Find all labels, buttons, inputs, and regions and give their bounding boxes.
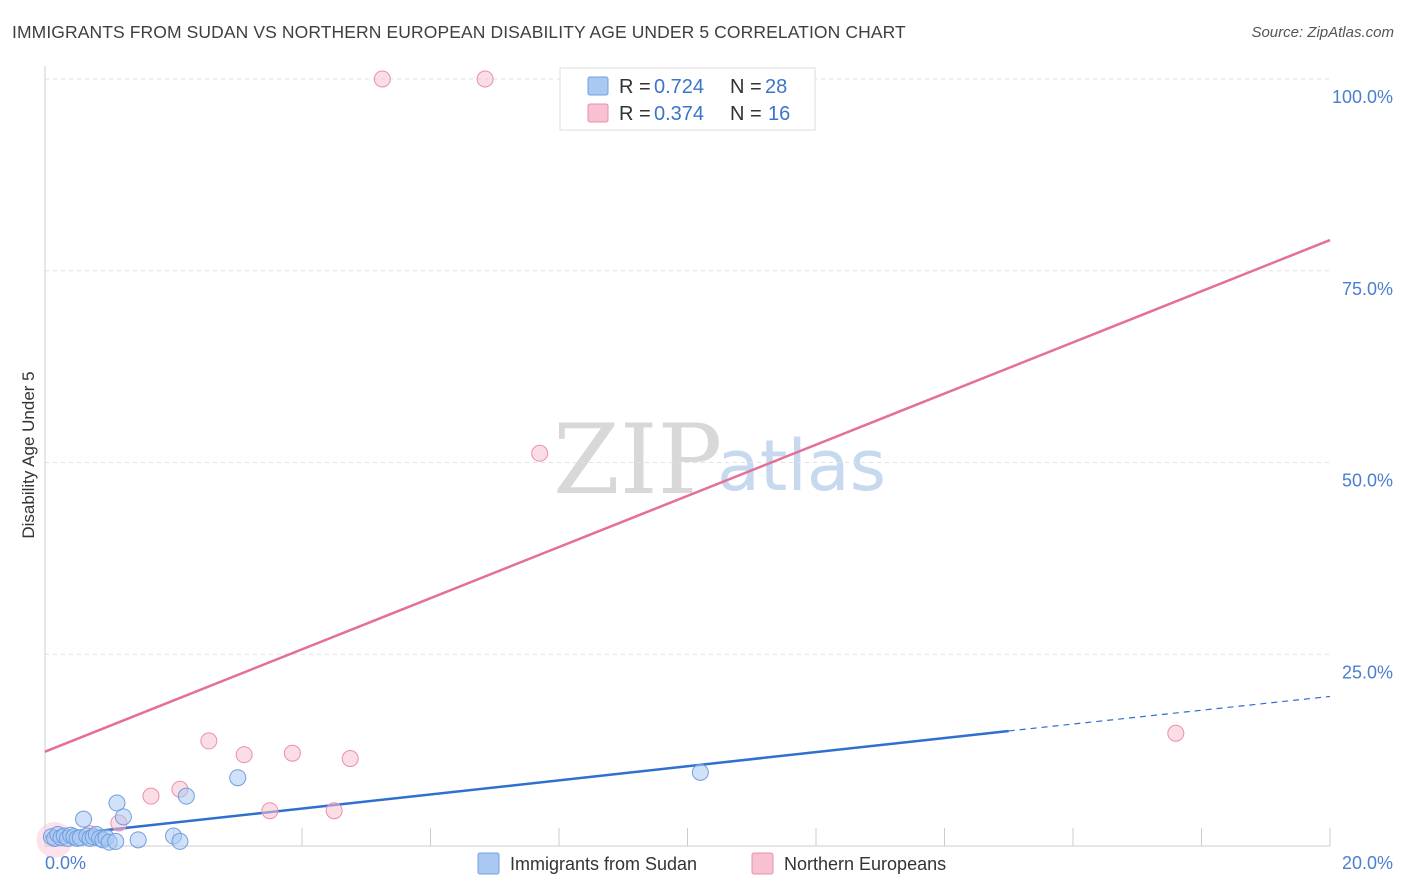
legend-r-label: R = [619,103,651,125]
data-point-northern [373,70,391,88]
series-legend: Immigrants from Sudan Northern Europeans [477,852,946,875]
y-tick-label: 25.0% [1342,662,1393,682]
legend-n-label: N = [730,103,762,125]
watermark-atlas: atlas [717,425,886,507]
data-point-sudan [229,769,247,787]
gridlines [45,78,1330,655]
data-point-sudan [114,808,132,826]
data-point-sudan [107,832,125,850]
data-point-sudan [129,831,147,849]
data-point-northern [531,444,549,462]
axes [44,66,1331,847]
data-point-northern [283,744,301,762]
legend-r-value-northern: 0.374 [654,103,704,125]
data-point-northern [235,746,253,764]
y-axis-title: Disability Age Under 5 [19,371,38,538]
legend-swatch-sudan [587,76,609,96]
legend-r-value-sudan: 0.724 [654,76,704,98]
source-label: Source: ZipAtlas.com [1251,24,1394,41]
data-point-northern [325,802,343,820]
trend-line-sudan [44,729,1009,839]
data-point-northern [200,732,218,750]
legend-r-label: R = [619,76,651,98]
data-point-northern [476,70,494,88]
legend-swatch-northern [587,103,609,123]
trend-line-sudan-extension [1008,695,1331,732]
data-point-sudan [691,763,709,781]
data-point-northern [1167,724,1185,742]
legend-label-northern: Northern Europeans [784,854,946,874]
data-points [36,70,1185,858]
legend-n-value-sudan: 28 [765,76,787,98]
data-point-northern [261,802,279,820]
legend-n-label: N = [730,76,762,98]
y-tick-label: 100.0% [1332,87,1393,107]
data-point-northern [341,750,359,768]
stats-legend: R = 0.724 N = 28 R = 0.374 N = 16 [559,67,816,131]
data-point-northern [142,787,160,805]
x-tick-label: 20.0% [1342,853,1393,873]
legend-swatch-sudan [477,852,500,875]
chart-title: IMMIGRANTS FROM SUDAN VS NORTHERN EUROPE… [12,22,906,42]
data-point-sudan [75,810,93,828]
data-point-sudan [177,787,195,805]
data-point-sudan [171,832,189,850]
data-point-sudan [108,794,126,812]
watermark-zip: ZIP [553,404,722,516]
y-tick-label: 75.0% [1342,279,1393,299]
legend-swatch-northern [751,852,774,875]
legend-label-sudan: Immigrants from Sudan [510,854,697,874]
y-tick-label: 50.0% [1342,471,1393,491]
x-tick-label: 0.0% [45,853,86,873]
x-tick-labels: 0.0% 20.0% [45,853,1393,873]
trend-line-northern [44,238,1331,753]
legend-n-value-northern: 16 [768,103,790,125]
trend-lines [44,238,1331,839]
y-tick-labels: 25.0% 50.0% 75.0% 100.0% [1332,87,1393,682]
